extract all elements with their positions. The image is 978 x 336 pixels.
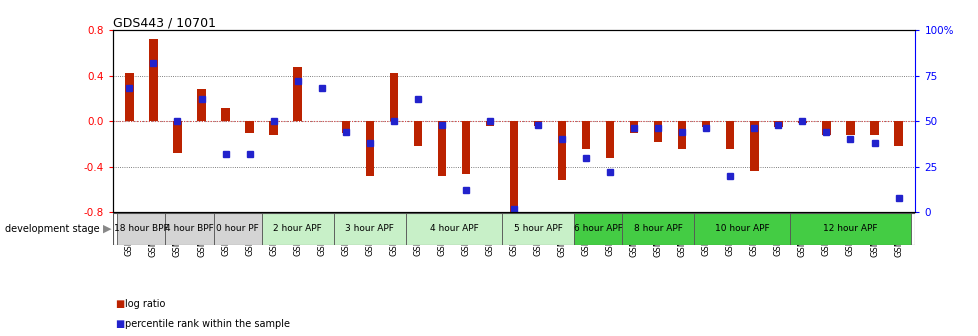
Bar [701, 121, 710, 127]
Bar [533, 121, 542, 126]
Bar [822, 121, 829, 135]
Text: development stage: development stage [5, 224, 100, 234]
Bar [678, 121, 686, 149]
Bar [629, 121, 638, 133]
Bar [245, 121, 253, 133]
Text: 8 hour APF: 8 hour APF [633, 224, 682, 233]
Bar [894, 121, 902, 146]
Text: ■: ■ [115, 319, 124, 329]
Bar [365, 121, 374, 176]
Bar [173, 121, 182, 153]
Bar [797, 121, 806, 124]
Bar [261, 213, 333, 245]
Bar [485, 121, 494, 126]
Bar [165, 213, 213, 245]
Bar [693, 213, 789, 245]
Bar [269, 121, 278, 135]
Bar [789, 213, 910, 245]
Bar [573, 213, 621, 245]
Text: log ratio: log ratio [125, 299, 165, 309]
Text: 0 hour PF: 0 hour PF [216, 224, 258, 233]
Bar [213, 213, 261, 245]
Text: 6 hour APF: 6 hour APF [573, 224, 622, 233]
Text: 4 hour BPF: 4 hour BPF [165, 224, 213, 233]
Bar [341, 121, 349, 133]
Bar [726, 121, 734, 149]
Text: 18 hour BPF: 18 hour BPF [114, 224, 168, 233]
Bar [510, 121, 517, 214]
Bar [581, 121, 590, 149]
Bar [653, 121, 662, 142]
Bar [333, 213, 406, 245]
Bar [406, 213, 502, 245]
Text: percentile rank within the sample: percentile rank within the sample [125, 319, 290, 329]
Text: 2 hour APF: 2 hour APF [273, 224, 322, 233]
Bar [117, 213, 165, 245]
Text: 3 hour APF: 3 hour APF [345, 224, 394, 233]
Text: ▶: ▶ [103, 224, 111, 234]
Bar [437, 121, 446, 176]
Bar [293, 67, 301, 121]
Bar [749, 121, 758, 171]
Bar [462, 121, 469, 173]
Bar [845, 121, 854, 135]
Text: 12 hour APF: 12 hour APF [822, 224, 877, 233]
Bar [557, 121, 565, 180]
Text: ■: ■ [115, 299, 124, 309]
Bar [149, 39, 157, 121]
Bar [413, 121, 422, 146]
Text: 5 hour APF: 5 hour APF [513, 224, 562, 233]
Bar [389, 74, 398, 121]
Text: 10 hour APF: 10 hour APF [714, 224, 769, 233]
Text: GDS443 / 10701: GDS443 / 10701 [112, 16, 215, 29]
Text: 4 hour APF: 4 hour APF [429, 224, 478, 233]
Bar [774, 121, 781, 127]
Bar [621, 213, 693, 245]
Bar [502, 213, 573, 245]
Bar [605, 121, 614, 158]
Bar [869, 121, 878, 135]
Bar [125, 74, 133, 121]
Bar [198, 89, 205, 121]
Bar [221, 108, 230, 121]
